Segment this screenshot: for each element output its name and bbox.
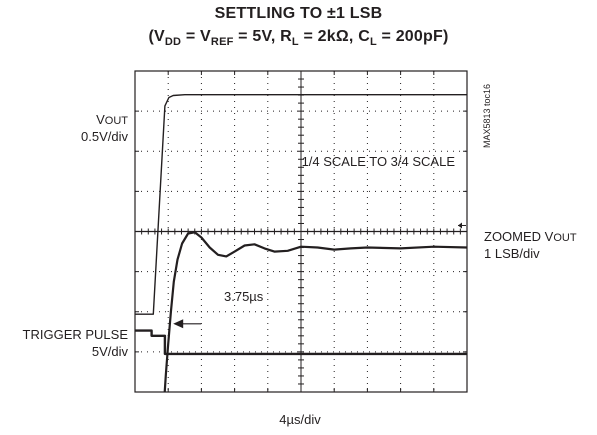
zoomed-scale-label: 1 LSB/div: [484, 246, 540, 261]
trigger-scale-label: 5V/div: [91, 344, 128, 359]
trace-trigger-pulse: [135, 329, 467, 356]
traces: [135, 93, 467, 392]
x-axis-label: 4µs/div: [279, 412, 321, 427]
trigger-channel-label: TRIGGER PULSE: [22, 327, 128, 342]
chart-title-line2: (VDD = VREF = 5V, RL = 2kΩ, CL = 200pF): [148, 28, 449, 49]
zoomed-channel-label: ZOOMED VOUT: [484, 229, 577, 244]
trace-zoomed-vout: [163, 231, 467, 392]
graticule: [134, 70, 468, 393]
step-marker-head: [458, 222, 462, 229]
plot-frame: [134, 70, 468, 393]
settling-arrow-head: [173, 319, 184, 329]
vout-scale-label: 0.5V/div: [81, 129, 128, 144]
figure-tag: MAX5813 toc16: [482, 84, 492, 148]
markers: [173, 222, 466, 329]
scale-step-annotation: 1/4 SCALE TO 3/4 SCALE: [302, 154, 456, 169]
chart-title-line1: SETTLING TO ±1 LSB: [214, 5, 383, 22]
vout-channel-label: VOUT: [96, 112, 128, 127]
settling-time-annotation: 3.75µs: [224, 289, 264, 304]
trace-vout: [135, 93, 467, 315]
